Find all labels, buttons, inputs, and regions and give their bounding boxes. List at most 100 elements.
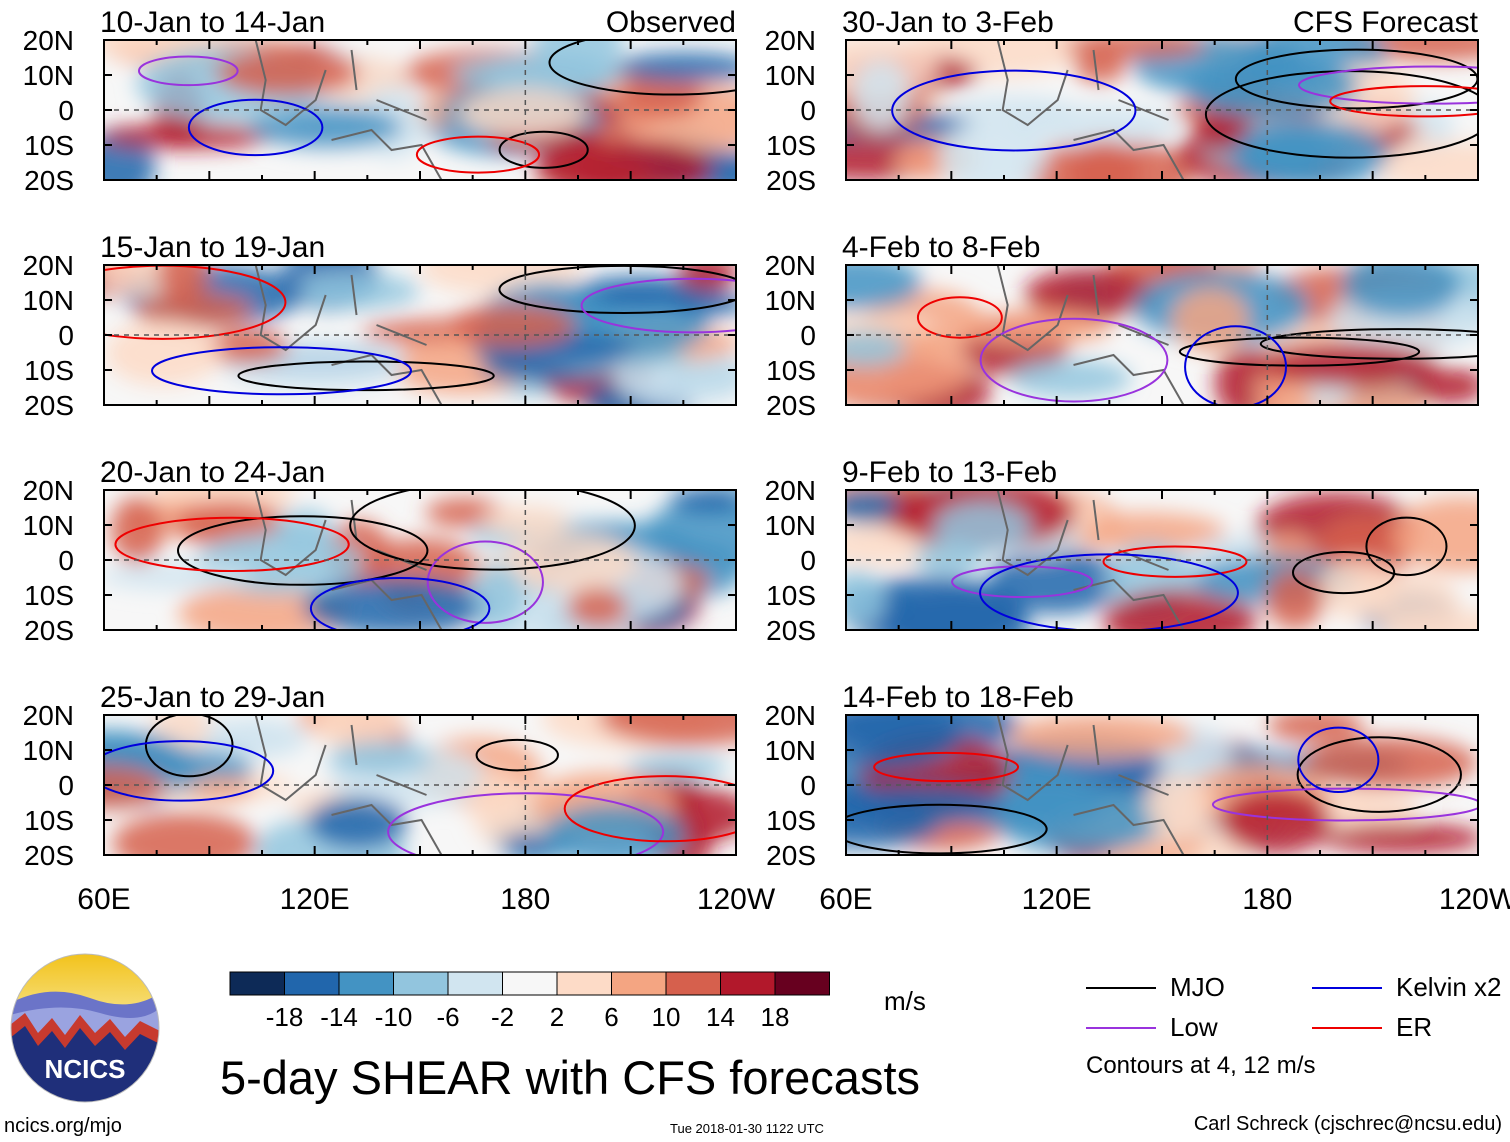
shade-cell — [1319, 822, 1478, 854]
y-tick-label: 20S — [24, 840, 74, 871]
x-tick-label: 120E — [1022, 883, 1092, 916]
colorbar-box — [284, 971, 340, 996]
shade-cell — [846, 715, 962, 771]
coastlines — [996, 490, 1185, 630]
er-line-swatch — [1312, 1026, 1382, 1029]
y-tick-label: 20N — [765, 700, 816, 731]
coastline-asia — [996, 490, 1069, 577]
y-tick-label: 20S — [24, 165, 74, 196]
contour-line — [1102, 545, 1248, 578]
contour-line — [104, 740, 275, 802]
colorbar-box — [720, 971, 776, 996]
shade-cell — [1239, 120, 1389, 180]
colorbar-box — [556, 971, 612, 996]
legend-label-low: Low — [1170, 1012, 1218, 1042]
shade-cell — [669, 490, 736, 514]
shade-cell — [472, 562, 525, 630]
y-tick-label: 20N — [765, 475, 816, 506]
coastlines — [996, 715, 1185, 855]
y-tick-label: 10S — [766, 580, 816, 611]
y-tick-label: 10N — [765, 510, 816, 541]
contour-line — [475, 738, 559, 772]
shade-cell — [643, 496, 736, 570]
map-panel-3: 20-Jan to 24-Jan 20N 10N 0 10S 20S — [23, 456, 737, 646]
coastline-australia — [331, 128, 443, 180]
y-tick-label: 20S — [766, 165, 816, 196]
legend-label-er: ER — [1396, 1012, 1433, 1042]
shade-cell — [851, 59, 911, 131]
contour-note: Contours at 4, 12 m/s — [1086, 1052, 1316, 1079]
shade-cell — [933, 500, 1032, 554]
shade-cell — [542, 803, 687, 855]
legend-item-kelvin: Kelvin x2 — [1312, 972, 1502, 1003]
map-panel-7: 9-Feb to 13-Feb 20N 10N 0 10S 20S — [765, 456, 1479, 646]
cfs-forecast-label: CFS Forecast — [1293, 6, 1479, 39]
panel-ticks — [845, 264, 1479, 406]
colorbar-box — [774, 971, 830, 996]
low-line-swatch — [1086, 1026, 1156, 1029]
colorbar-tick-label: 10 — [652, 1002, 681, 1032]
shade-cell — [535, 138, 713, 180]
ncics-logo: NCICS — [10, 953, 160, 1103]
y-tick-label: 10S — [766, 130, 816, 161]
coastline-australia — [1073, 353, 1185, 405]
panel-ticks — [845, 489, 1479, 631]
contour-line — [309, 576, 491, 630]
shade-cell — [1009, 359, 1132, 398]
map-panel-2: 15-Jan to 19-Jan 20N 10N 0 10S 20S — [23, 231, 737, 421]
contour-line — [916, 296, 1003, 339]
y-tick-label: 20N — [765, 250, 816, 281]
contour-line — [151, 346, 412, 396]
contour-line — [979, 553, 1239, 630]
colorbar-tick-label: -18 — [266, 1002, 304, 1032]
shade-cell — [104, 123, 275, 150]
shade-cell — [620, 73, 703, 119]
site-link[interactable]: ncics.org/mjo — [4, 1115, 122, 1137]
contour-line — [548, 40, 736, 96]
coastline-australia — [1073, 578, 1185, 630]
y-tick-label: 10N — [765, 285, 816, 316]
shade-cell — [625, 754, 728, 781]
shade-cell — [458, 87, 588, 139]
colorbar-box — [229, 971, 285, 996]
y-tick-label: 0 — [58, 770, 74, 801]
legend-item-er: ER — [1312, 1012, 1432, 1043]
shading-field — [846, 40, 1478, 180]
x-tick-label: 120W — [697, 883, 776, 916]
timestamp: Tue 2018-01-30 1122 UTC — [670, 1121, 824, 1136]
contour-line — [1298, 65, 1478, 105]
x-tick-label: 120W — [1439, 883, 1510, 916]
legend-item-mjo: MJO — [1086, 972, 1225, 1003]
y-tick-label: 20N — [23, 25, 74, 56]
kelvin-line-swatch — [1312, 986, 1382, 989]
panel-ticks — [845, 39, 1479, 181]
y-tick-label: 10S — [24, 580, 74, 611]
y-tick-label: 10N — [23, 510, 74, 541]
y-tick-label: 20S — [24, 615, 74, 646]
shade-cell — [962, 309, 1113, 346]
y-tick-label: 10N — [765, 735, 816, 766]
y-tick-label: 10S — [24, 805, 74, 836]
colorbar-tick-label: -14 — [320, 1002, 358, 1032]
coastlines — [254, 265, 443, 405]
shade-cell — [178, 583, 350, 630]
panel-title-4: 25-Jan to 29-Jan — [100, 681, 325, 714]
colorbar-tick-label: 2 — [550, 1002, 564, 1032]
colorbar-tick-label: -2 — [491, 1002, 514, 1032]
colorbar-box — [611, 971, 667, 996]
panel-title-8: 14-Feb to 18-Feb — [842, 681, 1074, 714]
coastlines — [254, 715, 443, 855]
contour-line — [1178, 336, 1421, 367]
legend-label-mjo: MJO — [1170, 972, 1225, 1002]
shade-cell — [104, 562, 254, 591]
contour-line — [563, 775, 736, 843]
y-tick-label: 10N — [765, 60, 816, 91]
contour-legend: MJO Kelvin x2 Low ER Contours at 4, 12 m… — [1086, 972, 1510, 1082]
y-tick-label: 0 — [58, 95, 74, 126]
y-tick-label: 10N — [23, 735, 74, 766]
coastline-australia — [331, 803, 443, 855]
shade-cell — [1301, 736, 1478, 789]
map-panel-5: 30-Jan to 3-Feb CFS Forecast 20N 10N 0 10S 20S — [765, 6, 1479, 196]
author-credit: Carl Schreck (cjschrec@ncsu.edu) — [1193, 1113, 1502, 1135]
shade-cell — [1267, 715, 1364, 743]
